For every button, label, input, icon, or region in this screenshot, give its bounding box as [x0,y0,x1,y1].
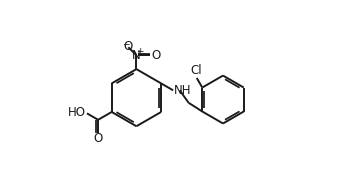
Text: Cl: Cl [191,64,202,77]
Text: O: O [93,132,103,145]
Text: HO: HO [68,106,86,119]
Text: N: N [132,49,141,62]
Text: O: O [151,49,160,62]
Text: −: − [122,39,129,48]
Text: +: + [136,48,143,56]
Text: NH: NH [174,84,191,97]
Text: O: O [124,40,133,53]
